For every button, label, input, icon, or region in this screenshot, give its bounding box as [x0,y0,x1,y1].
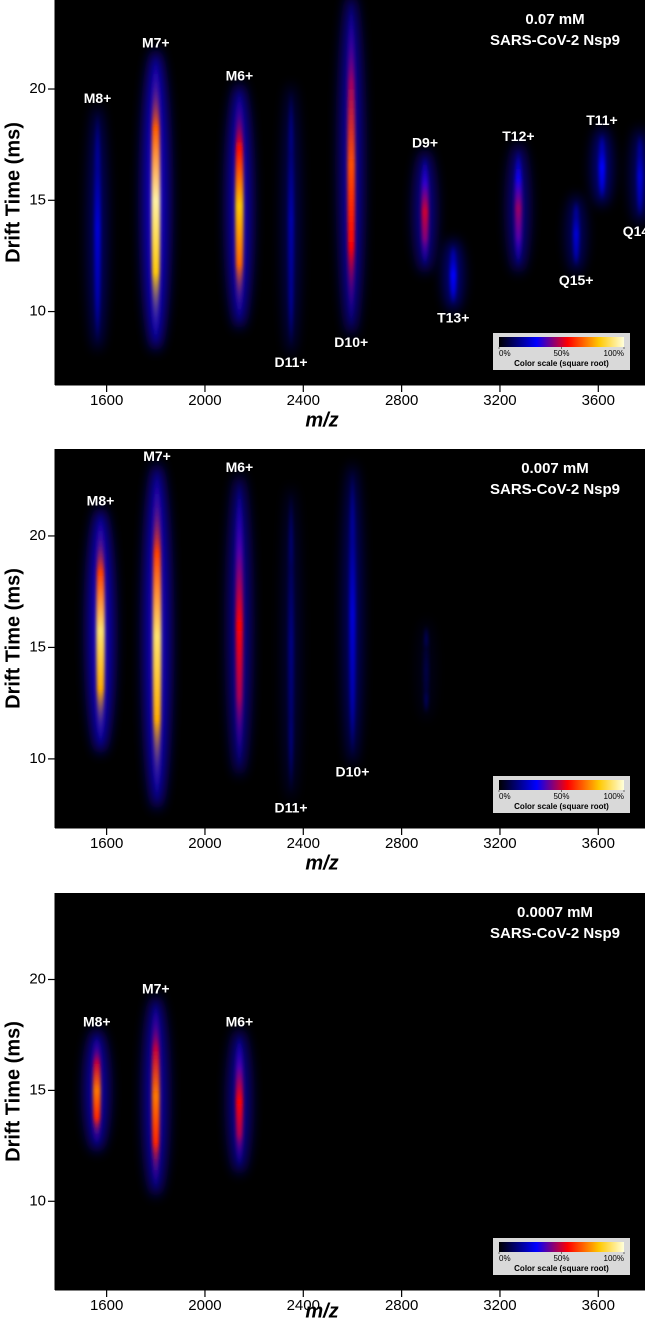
panel-subtitle: SARS-CoV-2 Nsp9 [490,925,620,942]
peak [235,89,244,323]
peak-label: D11+ [274,354,307,370]
colorbar-bar [499,337,624,347]
x-tick-label: 3600 [582,1297,615,1314]
colorbar-bar [499,780,624,790]
y-tick-label: 20 [29,527,46,544]
peak-label: M7+ [142,34,170,50]
heatmap [88,0,645,356]
peak [96,513,105,748]
y-axis-label: Drift Time (ms) [2,1021,24,1162]
x-tick-label: 3600 [582,835,615,852]
peak-label: Q15+ [559,272,594,288]
peak [349,469,356,759]
y-tick-label: 15 [29,191,46,208]
x-tick-label: 2400 [287,392,320,409]
x-tick-label: 2000 [188,1297,221,1314]
peak-label: M6+ [226,68,254,84]
x-tick-label: 1600 [90,392,123,409]
peak-label: M8+ [83,1014,111,1030]
peak-label: D10+ [336,764,370,780]
colorbar-bar [499,1242,624,1252]
y-tick-label: 20 [29,80,46,97]
x-axis-label: m/z [305,1300,338,1322]
peak-label: M6+ [226,459,254,475]
peak [152,469,162,804]
panel-subtitle: SARS-CoV-2 Nsp9 [490,32,620,49]
peak [288,89,294,350]
x-axis-label: m/z [305,852,338,874]
panel-subtitle: SARS-CoV-2 Nsp9 [490,481,620,498]
x-axis-label: m/z [305,409,338,431]
x-tick-label: 1600 [90,1297,123,1314]
y-axis-label: Drift Time (ms) [2,122,24,263]
x-tick-label: 3600 [582,392,615,409]
colorbar-label: Color scale (square root) [514,802,609,811]
peak-label: Q14+ [623,223,645,239]
peak [450,244,457,305]
peak [514,149,522,268]
y-tick-label: 15 [29,638,46,655]
x-tick-label: 3200 [483,392,516,409]
peak [94,111,101,345]
colorbar-label: Color scale (square root) [514,1264,609,1273]
peak-label: M8+ [87,492,115,508]
peak-label: D11+ [274,799,307,815]
colorbar-tick-label: 50% [553,1254,569,1263]
peak [347,0,356,330]
peak-label: D10+ [334,334,368,350]
peak-label: M8+ [84,90,112,106]
x-tick-label: 2400 [287,1297,320,1314]
colorbar-tick-label: 50% [553,792,569,801]
peak-label: T11+ [586,112,618,128]
y-tick-label: 10 [29,750,46,767]
plot-area [55,893,645,1290]
x-tick-label: 2800 [385,835,418,852]
colorbar-tick-label: 100% [604,349,624,358]
panel-title: 0.007 mM [521,460,589,477]
x-tick-label: 2000 [188,835,221,852]
peak [235,480,243,771]
peak [288,491,294,795]
panel-title: 0.07 mM [525,11,584,28]
peak [151,1001,160,1191]
peak-label: T13+ [437,310,469,326]
peak [598,133,606,201]
peak [637,133,644,219]
peak [235,1034,243,1169]
colorbar-tick-label: 0% [499,349,511,358]
y-tick-label: 10 [29,303,46,320]
peak [92,1034,101,1146]
peak-label: M7+ [143,448,171,464]
y-tick-label: 15 [29,1081,46,1098]
peak [423,625,429,715]
x-tick-label: 2800 [385,392,418,409]
peak [573,200,580,268]
heatmap [84,995,251,1197]
peak [421,155,429,268]
colorbar-tick-label: 50% [553,349,569,358]
peak-label: M7+ [142,980,170,996]
colorbar-label: Color scale (square root) [514,359,609,368]
y-tick-label: 10 [29,1192,46,1209]
colorbar-tick-label: 100% [604,792,624,801]
x-tick-label: 2800 [385,1297,418,1314]
y-axis-label: Drift Time (ms) [2,568,24,709]
peak-label: M6+ [226,1014,254,1030]
x-tick-label: 2400 [287,835,320,852]
x-tick-label: 3200 [483,835,516,852]
x-tick-label: 3200 [483,1297,516,1314]
heatmap [87,463,435,810]
peak [151,55,161,345]
peak-label: D9+ [412,134,438,150]
x-tick-label: 1600 [90,835,123,852]
colorbar-tick-label: 0% [499,792,511,801]
x-tick-label: 2000 [188,392,221,409]
colorbar-tick-label: 0% [499,1254,511,1263]
panel-title: 0.0007 mM [517,904,593,921]
colorbar-tick-label: 100% [604,1254,624,1263]
y-tick-label: 20 [29,970,46,987]
peak-label: T12+ [502,128,534,144]
